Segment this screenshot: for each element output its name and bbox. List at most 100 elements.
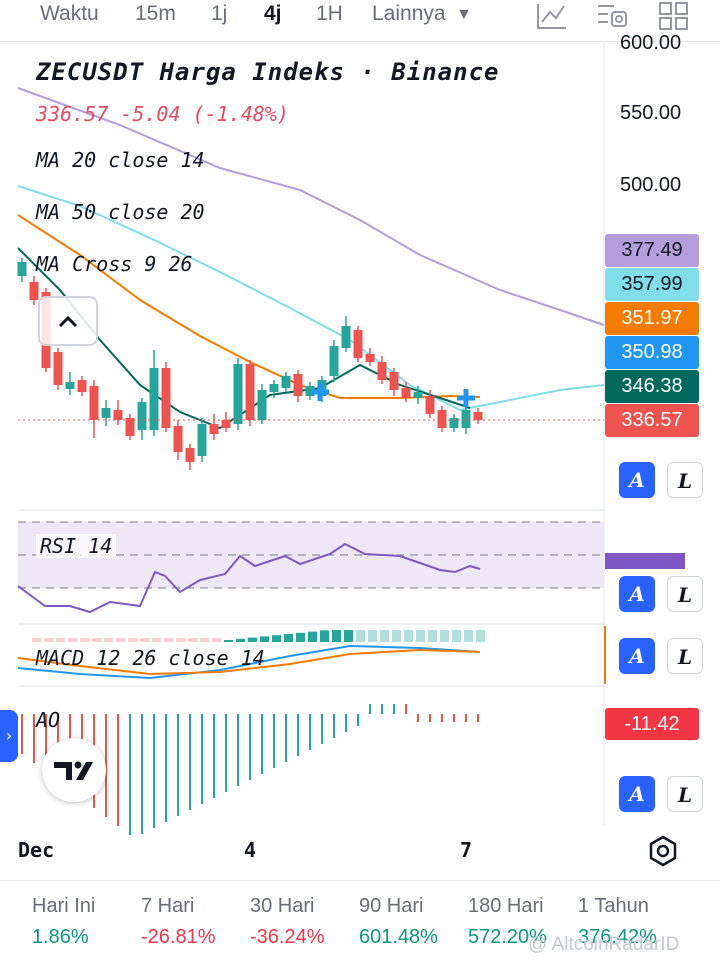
- tab-lainnya[interactable]: Lainnya: [372, 2, 446, 25]
- performance-bar: Hari Ini 1.86% 7 Hari -26.81% 30 Hari -3…: [0, 880, 720, 972]
- tradingview-logo-icon: [54, 761, 93, 780]
- ma-cross-marker: [457, 389, 475, 407]
- perf-180d[interactable]: 180 Hari 572.20%: [468, 895, 547, 949]
- macd-histogram-bar: [344, 630, 353, 642]
- macd-histogram-bar: [464, 630, 473, 642]
- macd-histogram-bar: [236, 638, 245, 642]
- ma20-legend[interactable]: MA 20 close 14: [36, 148, 205, 172]
- macd-histogram-bar: [188, 638, 197, 642]
- rsi-auto-scale-button[interactable]: A: [619, 576, 655, 612]
- macd-histogram-bar: [416, 630, 425, 642]
- price-chart[interactable]: [0, 0, 720, 880]
- ao-auto-scale-button[interactable]: A: [619, 776, 655, 812]
- rsi-legend[interactable]: RSI 14: [36, 534, 117, 558]
- tab-1h[interactable]: 1H: [316, 2, 343, 25]
- rsi-log-scale-button[interactable]: L: [667, 576, 703, 612]
- ma20-badge: 351.97: [605, 302, 699, 335]
- macd-histogram-bar: [452, 630, 461, 642]
- perf-label: 7 Hari: [141, 895, 195, 917]
- macd-legend[interactable]: MACD 12 26 close 14: [36, 646, 265, 670]
- macd-histogram-bar: [332, 630, 341, 642]
- candle-body: [389, 372, 399, 390]
- candle-body: [137, 402, 147, 430]
- ma20-line: [17, 214, 481, 399]
- candle-body: [425, 396, 435, 414]
- macd-histogram-bar: [56, 638, 65, 642]
- candle-body: [473, 412, 483, 420]
- ma-cross-slow-badge: 377.49: [605, 234, 699, 267]
- tab-waktu[interactable]: Waktu: [40, 2, 99, 25]
- tab-15m[interactable]: 15m: [135, 2, 176, 25]
- last-price-badge: 336.57: [605, 404, 699, 437]
- macd-histogram-bar: [68, 638, 77, 642]
- macd-histogram-bar: [140, 638, 149, 642]
- ma-cross-marker: [311, 383, 329, 401]
- candle-body: [365, 354, 375, 362]
- chevron-down-icon[interactable]: ▼: [456, 6, 472, 23]
- macd-histogram-bar: [92, 638, 101, 642]
- macd-histogram-bar: [248, 637, 257, 642]
- candle-body: [257, 390, 267, 420]
- candle-body: [233, 364, 243, 424]
- rsi-value-badge: [605, 553, 685, 569]
- perf-value: -26.81%: [141, 926, 216, 948]
- price-tick: 600.00: [620, 32, 682, 54]
- candle-body: [125, 418, 135, 436]
- symbol-title[interactable]: ZECUSDT Harga Indeks · Binance: [36, 58, 500, 86]
- macd-histogram-bar: [380, 630, 389, 642]
- candle-body: [305, 386, 315, 396]
- collapse-legend-button[interactable]: [38, 296, 98, 346]
- perf-label: 180 Hari: [468, 895, 544, 917]
- ma-cross-badge: 350.98: [605, 336, 699, 369]
- chevron-up-icon: [58, 315, 78, 328]
- tab-1j[interactable]: 1j: [211, 2, 228, 25]
- candle-body: [221, 420, 231, 428]
- candle-body: [269, 384, 279, 392]
- price-tick: 550.00: [620, 102, 682, 124]
- perf-today[interactable]: Hari Ini 1.86%: [32, 895, 95, 949]
- macd-histogram-bar: [176, 638, 185, 642]
- ao-legend[interactable]: AO: [36, 708, 61, 732]
- macd-histogram-bar: [80, 638, 89, 642]
- expand-sidebar-button[interactable]: ›: [0, 710, 18, 762]
- macd-auto-scale-button[interactable]: A: [619, 638, 655, 674]
- macd-signal-line: [17, 648, 481, 676]
- macd-histogram-bar: [356, 630, 365, 642]
- perf-label: 1 Tahun: [578, 895, 649, 917]
- timeframe-toolbar: Waktu 15m 1j 4j 1H Lainnya ▼: [0, 0, 720, 42]
- macd-histogram-bar: [368, 630, 377, 642]
- perf-30d[interactable]: 30 Hari -36.24%: [250, 895, 325, 949]
- macd-histogram-bar: [44, 638, 53, 642]
- templates-icon[interactable]: [594, 0, 630, 32]
- indicators-icon[interactable]: [534, 0, 570, 32]
- perf-value: -36.24%: [250, 926, 325, 948]
- layouts-icon[interactable]: [656, 0, 692, 32]
- perf-value: 376.42%: [578, 926, 657, 948]
- log-scale-button[interactable]: L: [667, 462, 703, 498]
- macd-histogram-bar: [272, 635, 281, 642]
- macd-histogram-bar: [200, 638, 209, 642]
- ao-value-badge: -11.42: [605, 708, 699, 740]
- candle-body: [449, 418, 459, 428]
- tab-4j[interactable]: 4j: [264, 2, 282, 25]
- candle-body: [53, 352, 63, 385]
- candle-body: [293, 374, 303, 396]
- candle-body: [113, 410, 123, 420]
- candle-body: [281, 376, 291, 388]
- macd-histogram-bar: [104, 638, 113, 642]
- perf-90d[interactable]: 90 Hari 601.48%: [359, 895, 438, 949]
- ma-cross-legend[interactable]: MA Cross 9 26: [36, 252, 193, 276]
- ma50-legend[interactable]: MA 50 close 20: [36, 200, 205, 224]
- macd-log-scale-button[interactable]: L: [667, 638, 703, 674]
- macd-histogram-bar: [224, 640, 233, 642]
- candle-body: [377, 362, 387, 380]
- candle-body: [353, 330, 363, 358]
- ao-log-scale-button[interactable]: L: [667, 776, 703, 812]
- settings-icon[interactable]: [646, 834, 680, 868]
- macd-histogram-bar: [296, 632, 305, 642]
- auto-scale-button[interactable]: A: [619, 462, 655, 498]
- perf-7d[interactable]: 7 Hari -26.81%: [141, 895, 216, 949]
- macd-histogram-bar: [320, 630, 329, 642]
- perf-1y[interactable]: 1 Tahun 376.42%: [578, 895, 657, 949]
- macd-histogram-bar: [116, 638, 125, 642]
